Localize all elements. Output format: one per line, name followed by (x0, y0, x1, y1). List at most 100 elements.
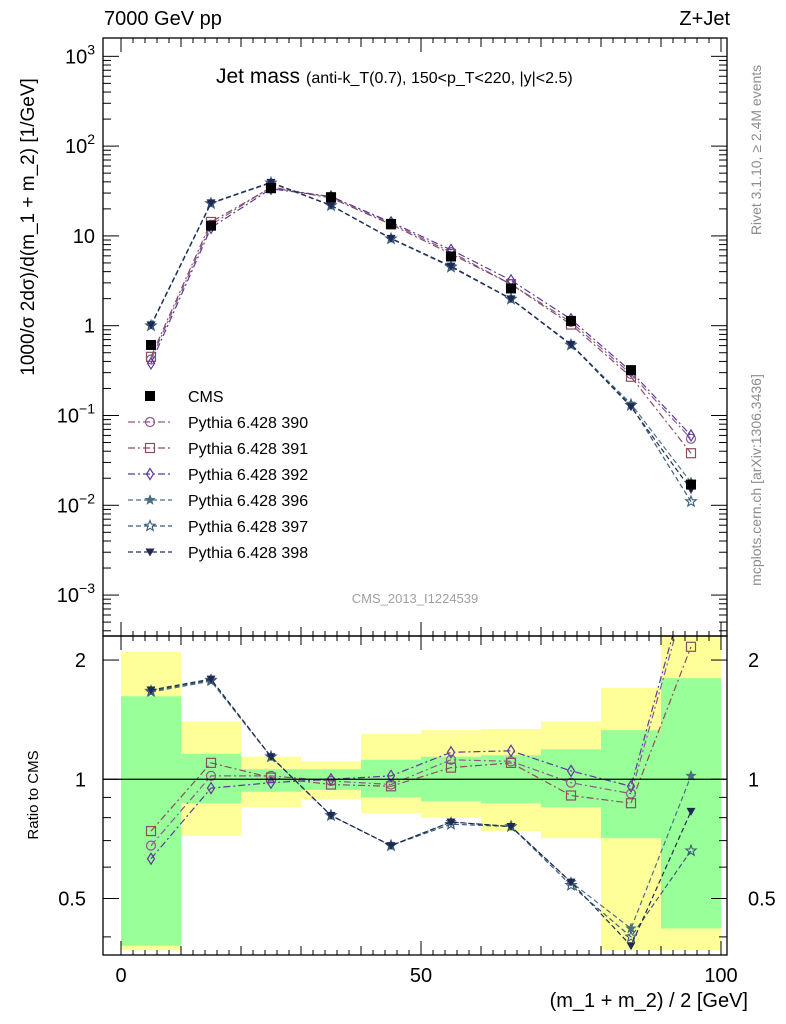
ratio-series-layer (144, 563, 698, 951)
series-point-ratio (145, 840, 157, 851)
band-inner-bin (601, 730, 661, 839)
series-point-ratio (325, 779, 337, 790)
y-tick-label: 103 (65, 41, 95, 68)
cms-data-point (626, 365, 636, 376)
legend-marker (144, 493, 156, 505)
legend-label: Pythia 6.428 390 (188, 415, 308, 432)
watermark: CMS_2013_I1224539 (352, 591, 479, 606)
plot-title-detail: (anti-k_T(0.7), 150<p_T<220, |y|<2.5) (306, 70, 573, 87)
ratio-frame (102, 635, 728, 956)
series-point-ratio (505, 757, 517, 768)
series-point-ratio (266, 753, 276, 762)
header-left: 7000 GeV pp (104, 8, 222, 30)
series-point-ratio (265, 772, 277, 783)
series-line-ratio (150, 636, 674, 860)
series-point-ratio (326, 812, 336, 821)
series-line-ratio (150, 679, 692, 938)
series-point-ratio (626, 779, 636, 793)
series-point-ratio (684, 843, 698, 857)
series-point-ratio (506, 822, 516, 831)
series-point-ratio (626, 942, 636, 951)
series-point-ratio (445, 762, 457, 773)
series-point-main (446, 262, 456, 271)
legend-label-cms: CMS (188, 389, 224, 406)
series-point-ratio (206, 781, 216, 795)
series-point-ratio (386, 769, 396, 783)
x-axis-label: (m_1 + m_2) / 2 [GeV] (550, 990, 748, 1012)
series-point-main (145, 351, 157, 362)
series-point-main (506, 295, 516, 304)
y-tick-label-exponent: −1 (79, 400, 95, 416)
legend: CMS Pythia 6.428 390 Pythia 6.428 391 Pythi… (128, 389, 308, 562)
series-point-ratio (565, 790, 577, 801)
y-tick-label-base: 10 (73, 226, 95, 248)
legend-marker (145, 467, 155, 481)
cms-data-point (566, 315, 576, 326)
series-line-ratio (150, 680, 692, 930)
band-inner-bin (181, 753, 241, 804)
band-inner-bin (661, 678, 721, 929)
series-point-main (685, 433, 697, 444)
cms-data-point (686, 479, 696, 490)
series-point-main (206, 199, 216, 208)
series-point-ratio (205, 757, 217, 768)
series-point-main (685, 448, 697, 459)
legend-marker-cms (145, 391, 155, 401)
y-tick-label-exponent: 3 (87, 41, 95, 57)
plot-title-main: Jet mass (216, 65, 300, 88)
series-line-main (150, 188, 692, 436)
series-point-ratio (386, 842, 396, 851)
series-point-ratio (687, 575, 696, 584)
y-tick-label-base: 10 (65, 46, 87, 68)
series-point-main (386, 234, 396, 243)
ratio-tick-label-left: 1 (75, 769, 86, 791)
series-line-ratio (150, 646, 692, 832)
series-point-main (566, 340, 576, 349)
series-point-ratio (686, 807, 696, 816)
series-point-main (146, 356, 156, 371)
series-point-ratio (565, 777, 577, 788)
series-point-main (626, 403, 636, 412)
series-line-main (150, 186, 692, 440)
series-point-ratio (625, 788, 637, 799)
series-point-ratio (688, 563, 695, 574)
main-series-layer (144, 175, 698, 508)
y-tick-label: 10−1 (57, 400, 95, 427)
ratio-y-axis-label: Ratio to CMS (25, 750, 42, 839)
y-tick-label-exponent: −3 (79, 580, 95, 596)
y-tick-label: 10−2 (57, 490, 95, 517)
cms-data-point (386, 218, 396, 229)
series-point-ratio (566, 764, 576, 778)
y-tick-label-exponent: 2 (87, 131, 95, 147)
y-tick-label: 102 (65, 131, 95, 158)
y-tick-label: 1 (84, 316, 95, 338)
legend-label: Pythia 6.428 397 (188, 519, 308, 536)
ratio-tick-label-right: 2 (748, 650, 759, 672)
legend-marker (144, 416, 156, 428)
series-point-main (266, 178, 276, 187)
mcplots-label: mcplots.cern.ch [arXiv:1306.3436] (748, 374, 764, 586)
series-point-main (684, 494, 698, 508)
y-tick-label-base: 10 (57, 495, 79, 517)
header-right: Z+Jet (679, 8, 730, 30)
series-point-main (686, 428, 696, 443)
series-point-ratio (205, 770, 217, 781)
y-tick-label-base: 10 (57, 585, 79, 607)
series-point-ratio (266, 776, 276, 790)
series-point-ratio (145, 825, 157, 837)
series-point-ratio (564, 878, 578, 891)
series-point-ratio (506, 744, 516, 758)
x-tick-label: 100 (704, 965, 737, 987)
plot-title: Jet mass (anti-k_T(0.7), 150<p_T<220, |y|… (216, 65, 573, 88)
series-line-main (150, 182, 692, 483)
legend-label: Pythia 6.428 391 (188, 441, 308, 458)
legend-label: Pythia 6.428 392 (188, 467, 308, 484)
y-tick-label-exponent: −2 (79, 490, 95, 506)
ratio-tick-label-right: 0.5 (748, 888, 776, 910)
legend-label: Pythia 6.428 396 (188, 493, 308, 510)
legend-marker (145, 548, 155, 557)
series-point-main (146, 321, 156, 330)
series-point-ratio (146, 686, 156, 695)
series-point-ratio (146, 852, 156, 866)
